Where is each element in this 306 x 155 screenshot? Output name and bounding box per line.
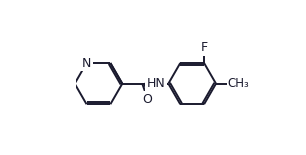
Text: N: N [82, 57, 91, 70]
Text: HN: HN [147, 77, 166, 90]
Text: F: F [200, 41, 208, 54]
Text: O: O [143, 93, 153, 106]
Text: CH₃: CH₃ [227, 77, 249, 90]
